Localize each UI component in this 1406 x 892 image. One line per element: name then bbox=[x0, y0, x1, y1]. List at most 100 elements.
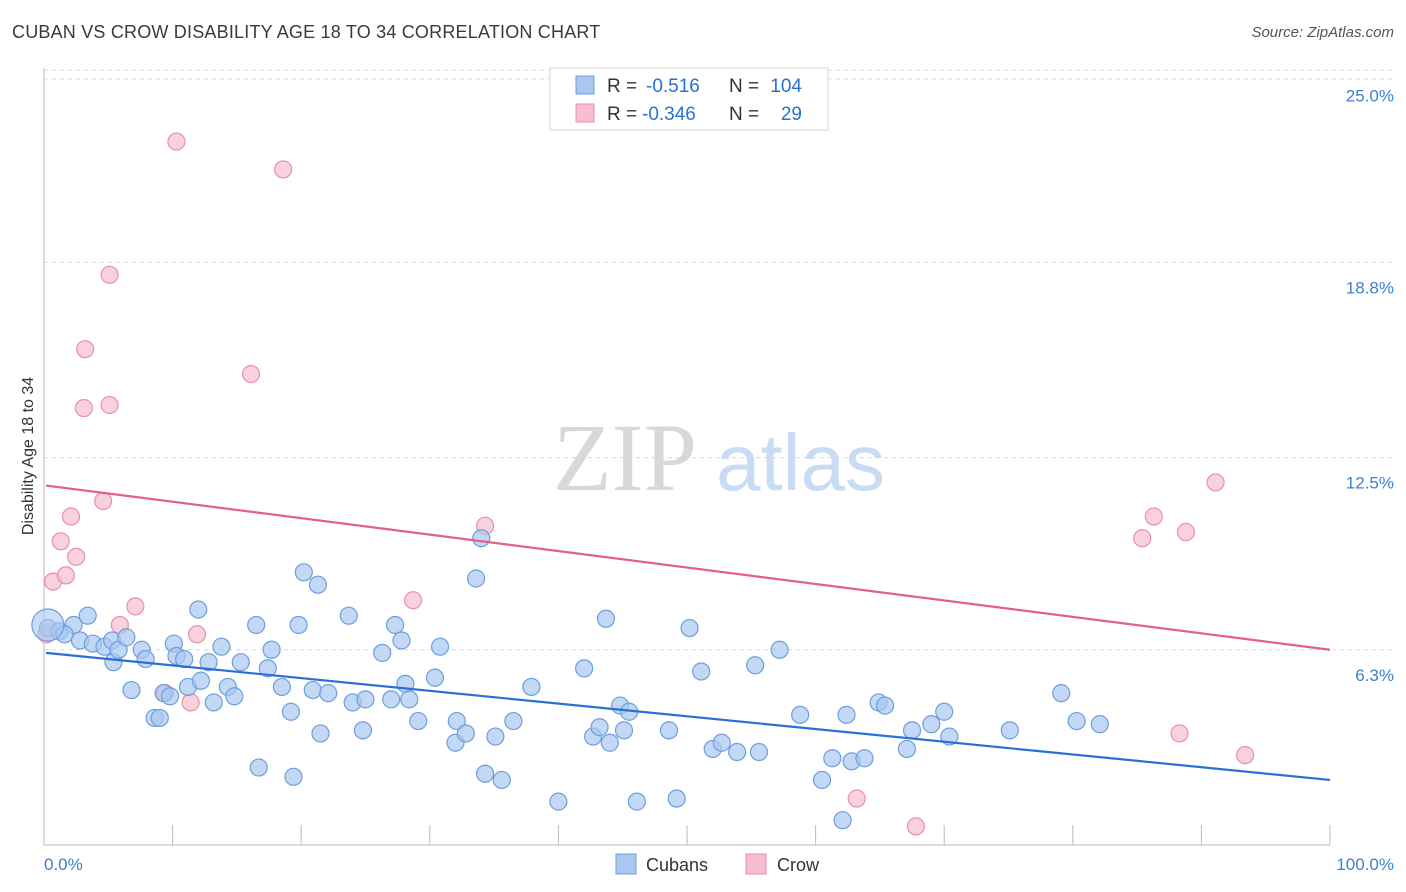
cubans-point bbox=[475, 764, 495, 783]
cubans-point bbox=[692, 662, 711, 681]
cubans-point bbox=[212, 637, 231, 656]
crow-point bbox=[1236, 746, 1255, 765]
watermark-zip: ZIP bbox=[553, 404, 697, 511]
cubans-point bbox=[627, 792, 646, 811]
cubans-point bbox=[667, 789, 686, 808]
cubans-point bbox=[486, 727, 505, 746]
y-tick-labels: 6.3% 12.5% 18.8% 25.0% bbox=[1346, 86, 1394, 684]
crow-point bbox=[1206, 473, 1225, 492]
cubans-point bbox=[400, 690, 419, 709]
crow-point bbox=[1133, 529, 1152, 548]
chart-title: CUBAN VS CROW DISABILITY AGE 18 TO 34 CO… bbox=[12, 22, 601, 42]
legend-swatch-cubans bbox=[575, 75, 595, 95]
crow-point bbox=[274, 160, 293, 179]
legend-n-label-crow: N = bbox=[729, 104, 759, 125]
crow-point bbox=[126, 597, 145, 616]
cubans-point bbox=[447, 711, 466, 731]
cubans-point bbox=[373, 643, 392, 662]
crow-point bbox=[241, 364, 261, 384]
cubans-point bbox=[812, 770, 832, 790]
crow-point bbox=[403, 591, 423, 610]
cubans-point bbox=[1000, 721, 1019, 740]
crow-point bbox=[61, 507, 81, 526]
cubans-point bbox=[289, 615, 308, 635]
legend-n-label-cubans: N = bbox=[729, 76, 759, 97]
y-tick-label: 12.5% bbox=[1346, 474, 1394, 493]
cubans-point bbox=[897, 739, 917, 759]
x-tick-marks bbox=[43, 825, 1331, 845]
cubans-point bbox=[902, 721, 922, 740]
cubans-point bbox=[749, 742, 769, 762]
cubans-point bbox=[791, 705, 810, 724]
cubans-point bbox=[199, 653, 218, 672]
cubans-point bbox=[311, 724, 330, 743]
cubans-point bbox=[575, 659, 594, 678]
cubans-point bbox=[504, 711, 523, 731]
grid-lines bbox=[44, 69, 1394, 651]
cubans-point bbox=[356, 690, 375, 709]
cubans-point bbox=[262, 640, 281, 659]
cubans-point bbox=[659, 721, 679, 740]
cubans-point bbox=[922, 715, 941, 734]
cubans-point bbox=[303, 680, 322, 700]
crow-point bbox=[100, 395, 119, 415]
legend-r-label-crow: R = bbox=[607, 104, 637, 125]
cubans-point bbox=[823, 749, 842, 768]
source-label: Source: ZipAtlas.com bbox=[1251, 24, 1394, 41]
crow-point bbox=[76, 340, 95, 359]
cubans-point bbox=[456, 724, 475, 743]
legend-top: R = -0.516 N = 104 R = -0.346 N = 29 bbox=[549, 67, 829, 131]
legend-bottom: Cubans Crow bbox=[615, 853, 820, 875]
cubans-point bbox=[281, 702, 301, 721]
cubans-point bbox=[680, 618, 699, 638]
cubans-point bbox=[225, 687, 244, 706]
crow-point bbox=[56, 566, 75, 585]
cubans-point bbox=[590, 718, 609, 737]
cubans-point bbox=[728, 742, 747, 762]
cubans-point bbox=[833, 811, 852, 830]
watermark-atlas: atlas bbox=[716, 418, 885, 507]
cubans-point bbox=[770, 640, 789, 659]
cubans-point bbox=[430, 637, 450, 656]
y-tick-label: 6.3% bbox=[1355, 666, 1394, 685]
crow-point bbox=[51, 532, 70, 551]
cubans-point bbox=[122, 680, 141, 700]
cubans-point bbox=[522, 677, 541, 697]
x-tick-label-min: 0.0% bbox=[44, 855, 83, 874]
cubans-point bbox=[712, 733, 731, 752]
legend-r-label-cubans: R = bbox=[607, 76, 637, 97]
legend-bottom-label-crow: Crow bbox=[777, 855, 820, 875]
cubans-point bbox=[472, 529, 491, 548]
cubans-point bbox=[319, 684, 338, 703]
cubans-point bbox=[549, 792, 568, 811]
crow-point bbox=[74, 398, 93, 418]
cubans-point bbox=[425, 668, 445, 687]
legend-bottom-label-cubans: Cubans bbox=[646, 855, 708, 875]
legend-bottom-swatch-crow bbox=[745, 853, 767, 875]
trend-lines bbox=[45, 484, 1331, 782]
cubans-point bbox=[596, 609, 616, 628]
legend-top-box bbox=[549, 67, 829, 131]
cubans-point bbox=[160, 687, 180, 706]
cubans-point bbox=[272, 677, 292, 697]
legend-r-value-cubans: -0.516 bbox=[646, 76, 700, 97]
cubans-point bbox=[409, 711, 428, 731]
cubans-point bbox=[1090, 715, 1109, 734]
cubans-point bbox=[466, 569, 486, 588]
cubans-point-large bbox=[31, 608, 65, 642]
y-tick-label: 25.0% bbox=[1346, 86, 1394, 105]
cubans-trend-line bbox=[45, 651, 1331, 782]
crow-point bbox=[67, 547, 86, 566]
cubans-point bbox=[204, 693, 223, 712]
cubans-point bbox=[385, 615, 405, 635]
cubans-point bbox=[294, 563, 313, 582]
cubans-point bbox=[78, 606, 97, 625]
cubans-point bbox=[1052, 684, 1071, 703]
cubans-point bbox=[837, 705, 856, 724]
cubans-point bbox=[247, 615, 266, 635]
cubans-points bbox=[31, 529, 1109, 830]
legend-n-value-cubans: 104 bbox=[770, 76, 802, 97]
cubans-point bbox=[284, 767, 303, 786]
legend-bottom-swatch-cubans bbox=[615, 853, 637, 875]
